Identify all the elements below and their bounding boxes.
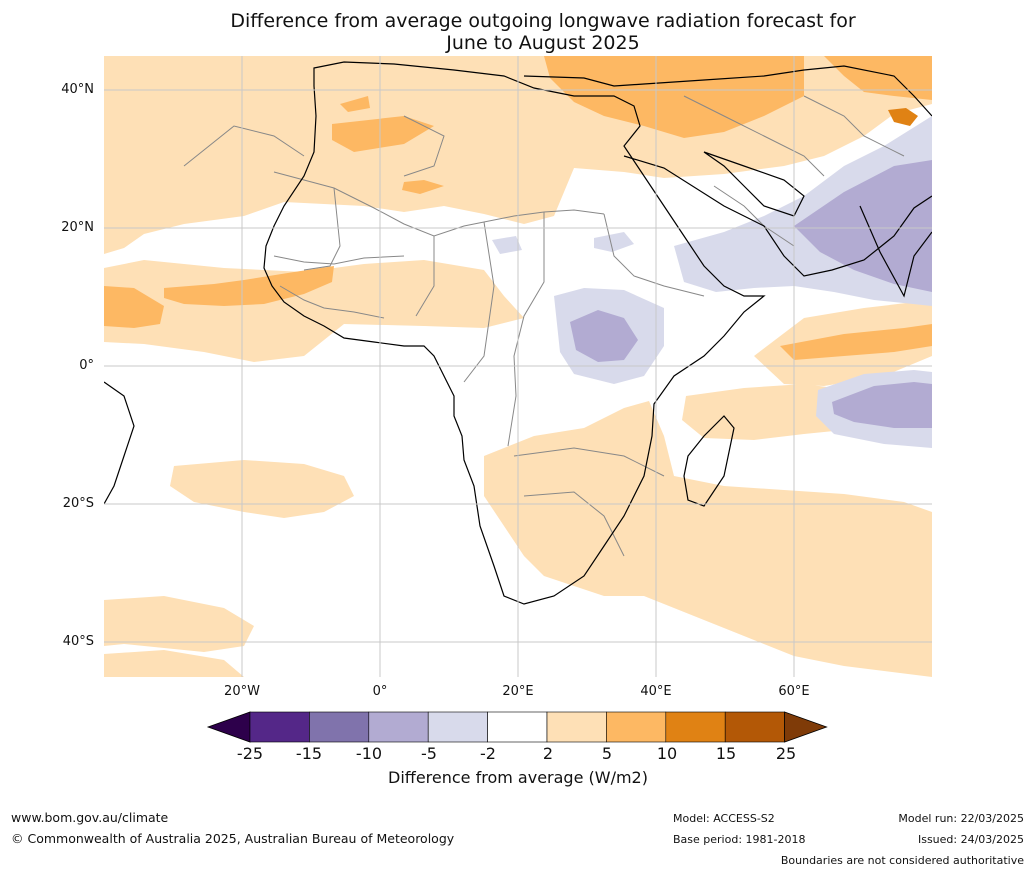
colorbar-tick: 10	[656, 744, 678, 763]
colorbar-tick: 25	[775, 744, 797, 763]
colorbar-swatch	[487, 711, 548, 743]
footer-model-run: Model run: 22/03/2025	[898, 812, 1024, 825]
lat-label-20s: 20°S	[62, 496, 94, 511]
colorbar-tick: 2	[542, 744, 554, 763]
colorbar-tick: 5	[601, 744, 613, 763]
colorbar-tick: -5	[421, 744, 437, 763]
colorbar-tick: 15	[715, 744, 737, 763]
colorbar-swatch	[665, 711, 726, 743]
footer-website: www.bom.gov.au/climate	[11, 810, 169, 825]
anomaly-5-to-10-regions	[104, 56, 932, 360]
colorbar-swatch	[368, 711, 429, 743]
lon-label-40e: 40°E	[640, 684, 672, 699]
footer-issued: Issued: 24/03/2025	[917, 833, 1024, 846]
map-panel	[104, 56, 932, 677]
lat-label-40n: 40°N	[61, 82, 94, 97]
colorbar-arrow-high	[784, 711, 828, 743]
lat-label-20n: 20°N	[61, 220, 94, 235]
anomaly-10-to-15-regions	[888, 108, 918, 126]
colorbar-swatch	[249, 711, 310, 743]
colorbar-tick: -2	[480, 744, 496, 763]
colorbar-swatch	[309, 711, 370, 743]
lon-label-20e: 20°E	[502, 684, 534, 699]
colorbar-label: Difference from average (W/m2)	[388, 768, 648, 787]
lat-label-equator: 0°	[79, 358, 94, 373]
lon-label-60e: 60°E	[778, 684, 810, 699]
colorbar	[206, 711, 828, 743]
colorbar-tick: -10	[355, 744, 383, 763]
colorbar-tick: -25	[236, 744, 264, 763]
coastlines	[104, 61, 932, 605]
colorbar-swatch	[427, 711, 488, 743]
lon-label-20w: 20°W	[224, 684, 260, 699]
country-boundaries	[183, 95, 905, 557]
gridlines	[104, 56, 932, 677]
footer-copyright: © Commonwealth of Australia 2025, Austra…	[11, 831, 455, 846]
colorbar-tick: -15	[295, 744, 323, 763]
colorbar-arrow-low	[206, 711, 251, 743]
footer-model: Model: ACCESS-S2	[673, 812, 775, 825]
lon-label-0: 0°	[372, 684, 388, 699]
lat-label-40s: 40°S	[62, 634, 94, 649]
colorbar-swatch	[606, 711, 667, 743]
colorbar-swatch	[724, 711, 785, 743]
title-line-2: June to August 2025	[446, 32, 640, 54]
title-line-1: Difference from average outgoing longwav…	[230, 10, 856, 32]
footer-disclaimer: Boundaries are not considered authoritat…	[780, 854, 1024, 867]
colorbar-swatch	[546, 711, 607, 743]
footer-base-period: Base period: 1981-2018	[673, 833, 806, 846]
map-title: Difference from average outgoing longwav…	[140, 10, 946, 54]
anomaly-minus10-to-minus5-regions	[570, 160, 932, 428]
